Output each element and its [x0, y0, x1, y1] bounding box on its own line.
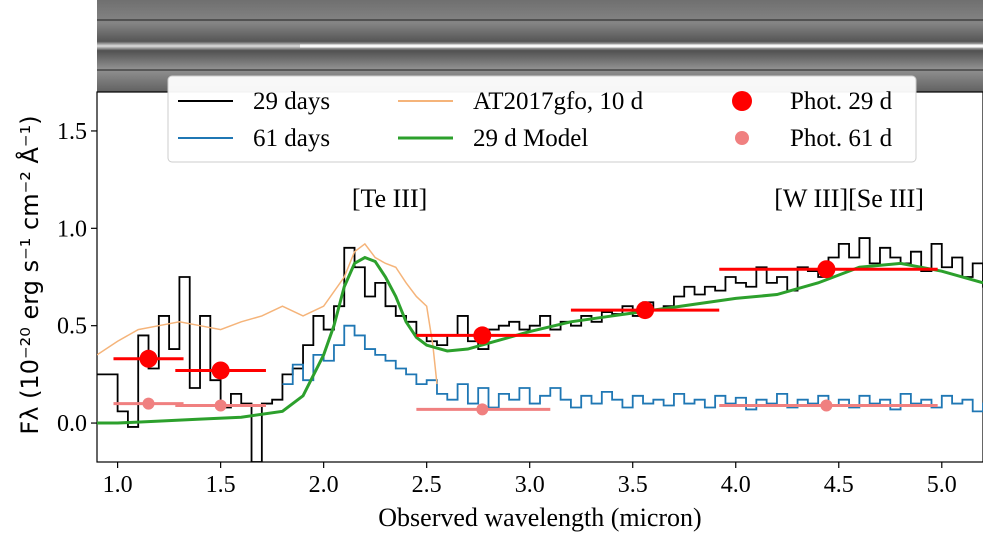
y-tick-label-2: 1.0 — [57, 216, 87, 242]
x-tick-label-1: 1.5 — [206, 472, 236, 498]
series-line-1 — [282, 324, 983, 413]
annotation-1: [W III][Se III] — [774, 184, 924, 213]
x-tick-label-5: 3.5 — [618, 472, 648, 498]
phot-point-1-1 — [214, 399, 227, 412]
legend-label-0: 29 days — [253, 88, 330, 115]
legend-label-2: AT2017gfo, 10 d — [473, 88, 644, 115]
phot-point-0-1 — [211, 361, 230, 380]
x-tick-label-2: 2.0 — [309, 472, 339, 498]
series-line-0 — [97, 237, 983, 462]
legend: 29 days 61 days AT2017gfo, 10 d 29 d Model P… — [167, 75, 917, 163]
x-tick-label-0: 1.0 — [103, 472, 133, 498]
y-tick-label-1: 0.5 — [57, 314, 87, 340]
series-line-3 — [97, 255, 983, 425]
phot-point-0-3 — [636, 301, 655, 320]
y-axis-label: Fλ (10⁻²⁰ erg s⁻¹ cm⁻² Å⁻¹) — [15, 115, 44, 434]
phot-point-1-0 — [142, 397, 155, 410]
legend-label-1: 61 days — [253, 125, 330, 152]
y-tick-label-3: 1.5 — [57, 119, 87, 145]
y-tick-label-0: 0.0 — [57, 411, 87, 437]
x-axis-label: Observed wavelength (micron) — [378, 503, 701, 532]
x-tick-label-8: 5.0 — [927, 472, 957, 498]
legend-label-3: 29 d Model — [473, 125, 588, 152]
phot-point-1-3 — [820, 399, 833, 412]
x-tick-label-6: 4.0 — [721, 472, 751, 498]
x-tick-label-3: 2.5 — [412, 472, 442, 498]
x-tick-label-7: 4.5 — [824, 472, 854, 498]
phot-point-0-0 — [139, 349, 158, 368]
phot-point-0-4 — [817, 260, 836, 279]
x-tick-label-4: 3.0 — [515, 472, 545, 498]
annotation-0: [Te III] — [352, 184, 427, 213]
legend-label-4: Phot. 29 d — [790, 88, 893, 115]
phot-point-0-2 — [473, 326, 492, 345]
series-line-2 — [97, 242, 438, 385]
legend-swatch-5 — [735, 131, 749, 145]
legend-swatch-4 — [732, 91, 752, 111]
phot-point-1-2 — [476, 403, 489, 416]
legend-label-5: Phot. 61 d — [790, 125, 893, 152]
